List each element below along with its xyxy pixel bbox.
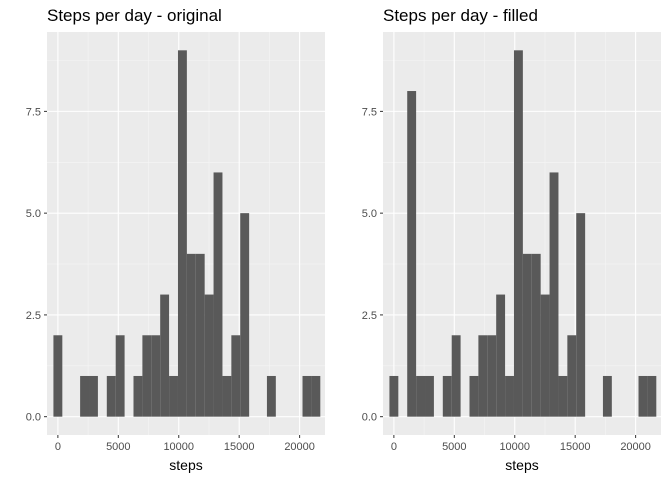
y-tick-label: 7.5 — [26, 106, 41, 118]
histogram-bar — [142, 335, 152, 417]
histogram-bar — [496, 294, 506, 417]
x-tick-label: 5000 — [106, 441, 130, 453]
histogram-bar — [647, 375, 657, 417]
x-tick-label: 0 — [55, 441, 61, 453]
x-tick-label: 20000 — [284, 441, 315, 453]
histogram-bar — [231, 335, 241, 417]
histogram-bar — [195, 253, 205, 417]
histogram-bar — [302, 375, 312, 417]
y-tick-label: 0.0 — [362, 412, 377, 424]
histogram-bar — [478, 335, 488, 417]
histogram-bar — [513, 50, 523, 417]
histogram-bar — [53, 335, 63, 417]
y-tick-label: 2.5 — [362, 310, 377, 322]
histogram-bar — [240, 213, 250, 417]
histogram-bar — [416, 375, 426, 417]
histogram-bar — [133, 375, 143, 417]
x-tick-label: 10000 — [163, 441, 194, 453]
plot-area: 0.0 2.5 5.0 7.5 0 5000 10000 15000 20000 — [362, 32, 661, 453]
histogram-bar — [638, 375, 648, 417]
y-tick-label: 7.5 — [362, 106, 377, 118]
plot-area: 0.0 2.5 5.0 7.5 0 5000 10000 15000 20000 — [26, 32, 325, 453]
chart-title-filled: Steps per day - filled — [383, 6, 538, 25]
histogram-panel-original: 0.0 2.5 5.0 7.5 0 5000 10000 15000 20000 Steps pe… — [0, 0, 336, 480]
histogram-panel-filled: 0.0 2.5 5.0 7.5 0 5000 10000 15000 20000 Steps pe… — [336, 0, 672, 480]
x-tick-label: 0 — [391, 441, 397, 453]
histogram-bar — [469, 375, 479, 417]
histogram-bar — [540, 294, 550, 417]
histogram-bar — [177, 50, 187, 417]
histogram-bar — [169, 375, 178, 417]
histogram-bar — [558, 375, 568, 417]
histogram-filled-svg: 0.0 2.5 5.0 7.5 0 5000 10000 15000 20000 Steps pe… — [362, 6, 661, 473]
histogram-bar — [389, 375, 399, 417]
histogram-bar — [407, 91, 417, 417]
y-tick-label: 2.5 — [26, 310, 41, 322]
x-axis-label-original: steps — [169, 457, 202, 473]
histogram-bar — [487, 335, 497, 417]
histogram-bar — [522, 253, 532, 417]
histogram-bar — [602, 375, 612, 417]
histogram-bar — [576, 213, 586, 417]
histogram-bar — [186, 253, 196, 417]
histogram-bar — [531, 253, 541, 417]
histogram-bar — [311, 375, 321, 417]
x-tick-label: 5000 — [442, 441, 466, 453]
x-axis-label-filled: steps — [505, 457, 538, 473]
histogram-bar — [567, 335, 577, 417]
histogram-bar — [89, 375, 98, 417]
y-tick-label: 5.0 — [26, 208, 41, 220]
histogram-bar — [451, 335, 461, 417]
histogram-bar — [151, 335, 161, 417]
histogram-bar — [222, 375, 232, 417]
histogram-bar — [442, 375, 452, 417]
x-tick-label: 15000 — [224, 441, 255, 453]
histogram-bar — [425, 375, 434, 417]
x-tick-label: 10000 — [499, 441, 530, 453]
histogram-bar — [80, 375, 90, 417]
x-tick-label: 20000 — [620, 441, 651, 453]
y-tick-label: 5.0 — [362, 208, 377, 220]
histogram-bar — [204, 294, 214, 417]
histogram-original-svg: 0.0 2.5 5.0 7.5 0 5000 10000 15000 20000 Steps pe… — [26, 6, 325, 473]
histogram-bar — [549, 172, 559, 417]
histogram-bar — [266, 375, 276, 417]
histogram-bar — [505, 375, 514, 417]
histogram-bar — [115, 335, 125, 417]
histogram-bar — [213, 172, 223, 417]
chart-title-original: Steps per day - original — [47, 6, 222, 25]
histogram-bar — [160, 294, 170, 417]
x-tick-label: 15000 — [560, 441, 591, 453]
y-tick-label: 0.0 — [26, 412, 41, 424]
histogram-bar — [106, 375, 116, 417]
